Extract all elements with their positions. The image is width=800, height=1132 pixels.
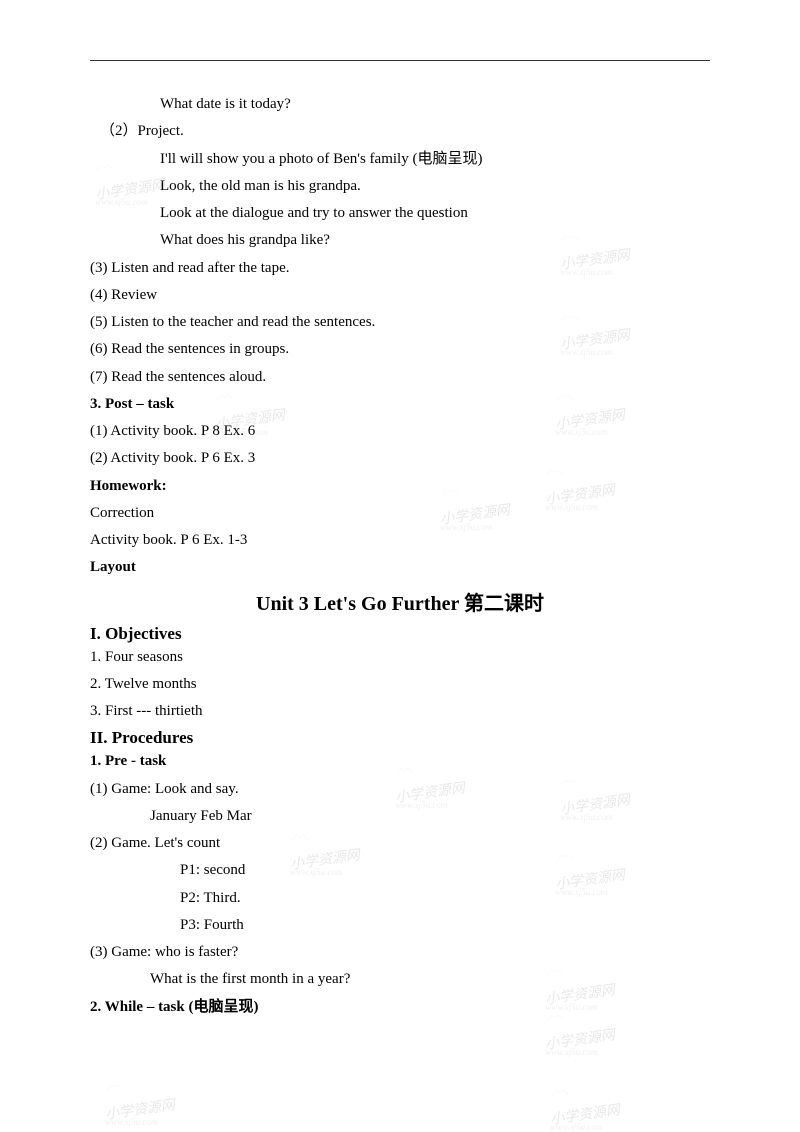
text-line: (3) Game: who is faster? [90, 939, 710, 965]
watermark-stamp: 小学资源网www.xj5u.com [105, 1080, 175, 1127]
text-line: Look, the old man is his grandpa. [90, 173, 710, 199]
text-line: Correction [90, 500, 710, 526]
unit-title: Unit 3 Let's Go Further 第二课时 [90, 587, 710, 616]
text-line: (1) Activity book. P 8 Ex. 6 [90, 418, 710, 444]
text-line: What is the first month in a year? [90, 966, 710, 992]
text-line: （2）Project. [90, 118, 710, 144]
text-line: Look at the dialogue and try to answer t… [90, 200, 710, 226]
text-line: (2) Game. Let's count [90, 830, 710, 856]
text-line: (3) Listen and read after the tape. [90, 255, 710, 281]
text-line: (7) Read the sentences aloud. [90, 364, 710, 390]
text-line: (5) Listen to the teacher and read the s… [90, 309, 710, 335]
objectives-heading: I. Objectives [90, 624, 710, 644]
text-line: I'll will show you a photo of Ben's fami… [90, 146, 710, 172]
text-line: (1) Game: Look and say. [90, 776, 710, 802]
text-line: What does his grandpa like? [90, 227, 710, 253]
page-container: What date is it today? （2）Project. I'll … [0, 0, 800, 1081]
procedures-heading: II. Procedures [90, 728, 710, 748]
text-line: What date is it today? [90, 91, 710, 117]
top-divider [90, 60, 710, 61]
text-line: P1: second [90, 857, 710, 883]
text-line: (4) Review [90, 282, 710, 308]
text-line: (6) Read the sentences in groups. [90, 336, 710, 362]
text-line: Activity book. P 6 Ex. 1-3 [90, 527, 710, 553]
text-line: January Feb Mar [90, 803, 710, 829]
text-line: 1. Four seasons [90, 644, 710, 670]
text-line: 2. Twelve months [90, 671, 710, 697]
text-line: P3: Fourth [90, 912, 710, 938]
section-heading: 1. Pre - task [90, 748, 710, 774]
section-heading: 3. Post – task [90, 391, 710, 417]
section-heading: Homework: [90, 473, 710, 499]
text-line: (2) Activity book. P 6 Ex. 3 [90, 445, 710, 471]
text-line: 3. First --- thirtieth [90, 698, 710, 724]
section-heading: Layout [90, 554, 710, 580]
section-heading: 2. While – task (电脑呈现) [90, 994, 710, 1020]
text-line: P2: Third. [90, 885, 710, 911]
watermark-stamp: 小学资源网www.xj5u.com [550, 1085, 620, 1132]
